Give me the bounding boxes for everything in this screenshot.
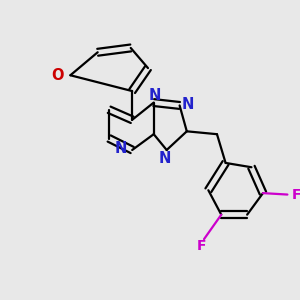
Text: O: O bbox=[51, 68, 64, 83]
Text: N: N bbox=[159, 151, 171, 166]
Text: N: N bbox=[115, 141, 127, 156]
Text: F: F bbox=[196, 239, 206, 253]
Text: N: N bbox=[182, 97, 194, 112]
Text: F: F bbox=[291, 188, 300, 202]
Text: N: N bbox=[149, 88, 161, 103]
